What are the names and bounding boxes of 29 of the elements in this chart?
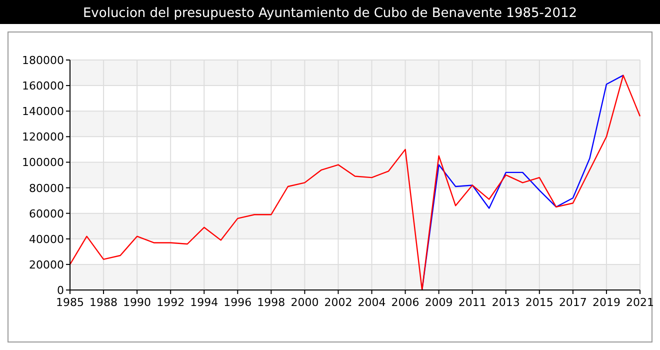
x-tick-label: 2004 bbox=[358, 296, 386, 309]
x-tick-label: 2009 bbox=[424, 296, 453, 309]
y-tick-label: 100000 bbox=[22, 156, 64, 170]
y-tick-label: 180000 bbox=[22, 54, 64, 67]
x-tick-label: 1996 bbox=[224, 296, 252, 309]
y-tick-label: 120000 bbox=[22, 130, 64, 144]
x-tick-label: 1990 bbox=[123, 296, 152, 309]
chart-title: Evolucion del presupuesto Ayuntamiento de Cubo de Benavente 1985-2012 bbox=[82, 6, 578, 21]
x-tick-label: 1985 bbox=[56, 296, 84, 309]
y-tick-label: 40000 bbox=[29, 232, 64, 246]
x-tick-label: 2002 bbox=[324, 296, 352, 309]
y-tick-label: 160000 bbox=[22, 80, 64, 93]
x-tick-label: 2019 bbox=[592, 296, 620, 309]
y-tick-label: 140000 bbox=[22, 105, 64, 118]
y-tick-label: 60000 bbox=[29, 207, 64, 220]
x-tick-label: 2015 bbox=[525, 296, 554, 309]
x-tick-label: 2017 bbox=[558, 296, 587, 309]
x-tick-label: 1994 bbox=[190, 296, 218, 309]
y-tick-label: 0 bbox=[57, 284, 64, 297]
x-tick-label: 2021 bbox=[626, 296, 654, 309]
y-tick-label: 80000 bbox=[29, 182, 64, 195]
x-tick-label: 2013 bbox=[492, 296, 520, 309]
x-tick-label: 2011 bbox=[458, 296, 486, 309]
x-tick-label: 2000 bbox=[290, 296, 319, 309]
x-tick-label: 1998 bbox=[257, 296, 286, 309]
x-tick-label: 1988 bbox=[90, 296, 118, 309]
x-tick-label: 2006 bbox=[391, 296, 420, 309]
x-tick-label: 1992 bbox=[156, 296, 185, 309]
y-tick-label: 20000 bbox=[29, 258, 64, 272]
